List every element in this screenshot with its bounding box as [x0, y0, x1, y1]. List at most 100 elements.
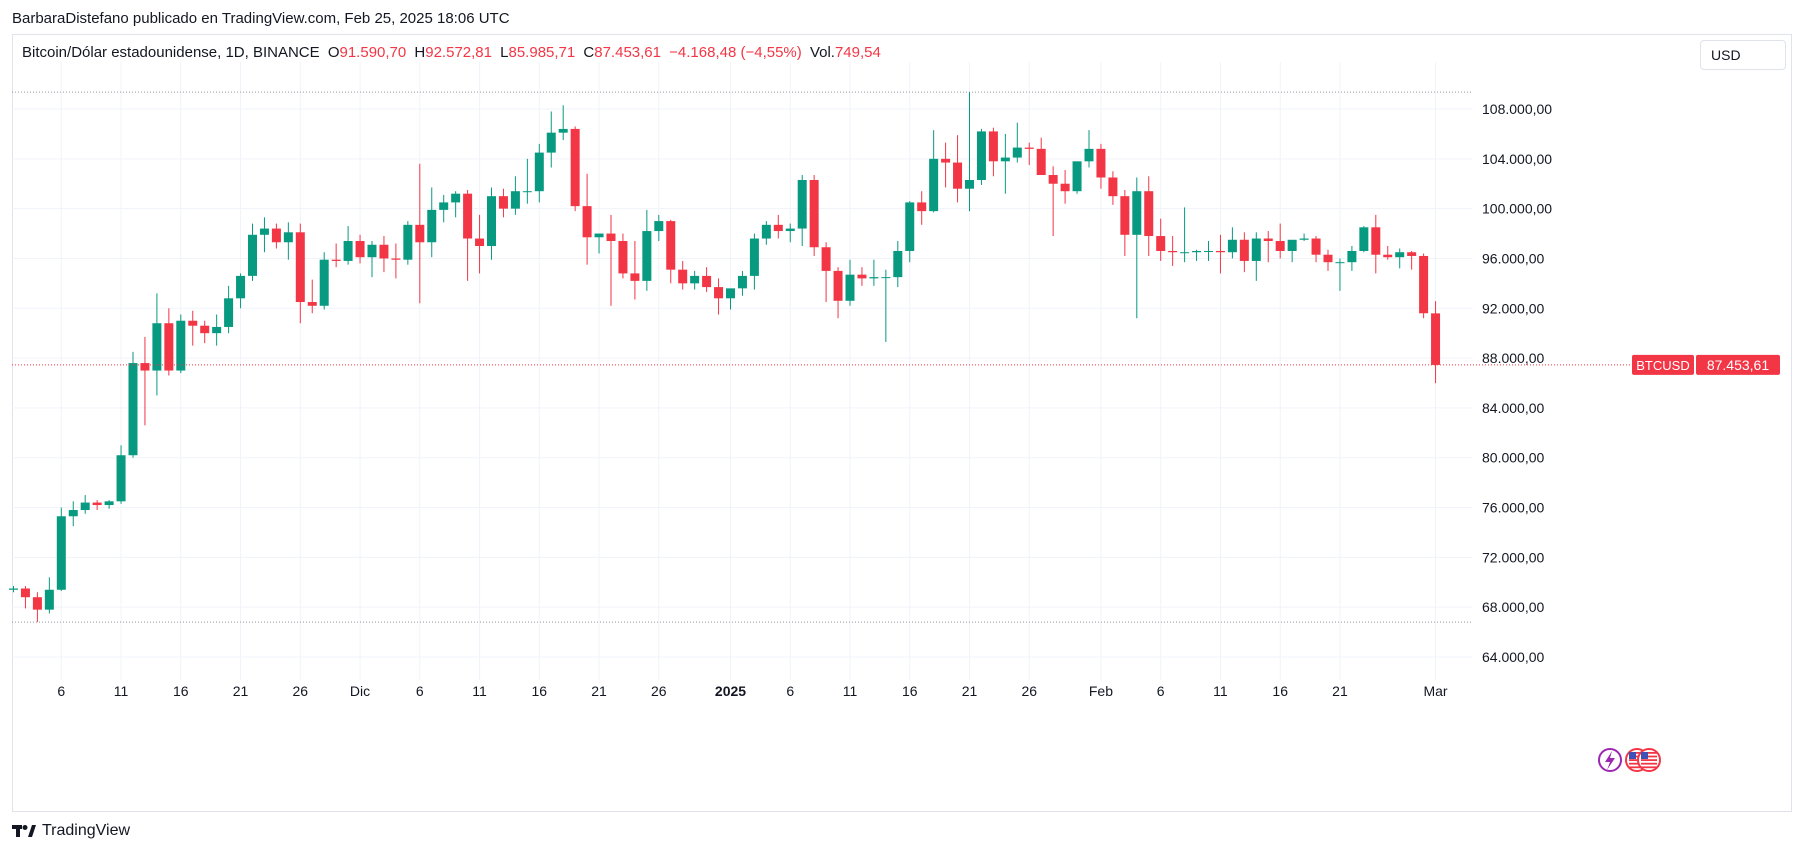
- candle[interactable]: [965, 92, 974, 212]
- candle[interactable]: [1084, 130, 1094, 168]
- candle[interactable]: [797, 175, 807, 246]
- candle[interactable]: [451, 191, 461, 218]
- candle[interactable]: [343, 226, 353, 265]
- candle[interactable]: [1431, 301, 1441, 384]
- candle[interactable]: [1335, 258, 1345, 291]
- candle[interactable]: [224, 285, 234, 334]
- candle[interactable]: [212, 314, 222, 346]
- symbol-title[interactable]: Bitcoin/Dólar estadounidense, 1D, BINANC…: [22, 44, 320, 61]
- candle[interactable]: [379, 236, 389, 273]
- candle[interactable]: [1311, 236, 1321, 263]
- candle[interactable]: [104, 500, 114, 509]
- candle[interactable]: [1024, 142, 1034, 166]
- candle[interactable]: [546, 111, 556, 168]
- candle[interactable]: [618, 233, 628, 279]
- candle[interactable]: [463, 189, 473, 281]
- candle[interactable]: [1275, 223, 1285, 259]
- candle[interactable]: [1395, 248, 1405, 269]
- candle[interactable]: [116, 445, 126, 504]
- candle[interactable]: [845, 259, 855, 306]
- candle[interactable]: [283, 222, 293, 260]
- candle[interactable]: [833, 267, 843, 319]
- candle[interactable]: [953, 135, 963, 203]
- candle[interactable]: [893, 241, 903, 288]
- candle[interactable]: [200, 320, 210, 344]
- us-flag-event-icon[interactable]: [1637, 748, 1661, 772]
- candle[interactable]: [976, 128, 986, 185]
- candle[interactable]: [929, 130, 939, 213]
- candle[interactable]: [259, 217, 269, 253]
- candle[interactable]: [403, 221, 413, 265]
- candle[interactable]: [773, 214, 783, 239]
- candle[interactable]: [9, 586, 18, 593]
- candle[interactable]: [881, 269, 891, 342]
- candle[interactable]: [522, 158, 532, 204]
- candle[interactable]: [319, 252, 329, 310]
- candle[interactable]: [1347, 246, 1357, 271]
- candle[interactable]: [702, 267, 712, 293]
- candle[interactable]: [1419, 253, 1429, 319]
- candle[interactable]: [140, 336, 150, 426]
- candle[interactable]: [570, 126, 580, 212]
- candle[interactable]: [367, 241, 377, 278]
- candle[interactable]: [1144, 176, 1154, 256]
- candle[interactable]: [749, 233, 759, 290]
- candle[interactable]: [1227, 227, 1237, 259]
- candle[interactable]: [415, 163, 425, 304]
- candle[interactable]: [68, 501, 78, 527]
- candle[interactable]: [1263, 231, 1273, 263]
- currency-button[interactable]: USD: [1700, 40, 1786, 70]
- candle[interactable]: [1407, 250, 1417, 270]
- candle[interactable]: [1287, 239, 1297, 263]
- candle[interactable]: [1215, 234, 1225, 274]
- candle[interactable]: [594, 233, 604, 254]
- candle[interactable]: [714, 278, 724, 315]
- candle[interactable]: [236, 273, 246, 309]
- candle[interactable]: [128, 351, 138, 458]
- candle[interactable]: [988, 127, 998, 177]
- candle[interactable]: [1036, 137, 1046, 176]
- candle[interactable]: [726, 288, 735, 310]
- candle[interactable]: [857, 267, 867, 286]
- candle[interactable]: [188, 310, 198, 346]
- candle[interactable]: [582, 173, 592, 265]
- candle[interactable]: [654, 214, 664, 242]
- candle[interactable]: [1012, 122, 1022, 163]
- candle[interactable]: [666, 219, 676, 284]
- candle[interactable]: [1132, 177, 1142, 319]
- candle[interactable]: [307, 279, 317, 314]
- candle[interactable]: [534, 143, 544, 203]
- candle[interactable]: [1120, 189, 1130, 256]
- candle[interactable]: [869, 259, 879, 286]
- candle[interactable]: [606, 214, 616, 306]
- candle[interactable]: [821, 242, 831, 303]
- candle[interactable]: [56, 507, 66, 591]
- candle[interactable]: [355, 234, 365, 264]
- candle[interactable]: [1323, 249, 1333, 271]
- candle[interactable]: [558, 105, 568, 141]
- candle[interactable]: [1156, 218, 1166, 261]
- candle[interactable]: [248, 223, 257, 281]
- candle[interactable]: [475, 214, 485, 274]
- candle[interactable]: [1383, 246, 1393, 260]
- candle[interactable]: [809, 175, 819, 256]
- candle[interactable]: [1108, 171, 1118, 205]
- candle[interactable]: [737, 270, 747, 296]
- candle[interactable]: [20, 586, 30, 609]
- candle[interactable]: [80, 495, 90, 514]
- candle[interactable]: [1251, 232, 1261, 281]
- candle[interactable]: [1299, 233, 1309, 242]
- candle[interactable]: [92, 500, 102, 511]
- candle[interactable]: [1000, 133, 1010, 194]
- candle[interactable]: [905, 201, 915, 263]
- candle[interactable]: [642, 209, 652, 291]
- candle[interactable]: [1168, 236, 1178, 266]
- candle[interactable]: [678, 260, 688, 290]
- candle[interactable]: [1192, 249, 1202, 261]
- candle[interactable]: [427, 187, 437, 258]
- candle[interactable]: [1096, 143, 1106, 189]
- lightning-event-icon[interactable]: [1598, 748, 1622, 772]
- candle[interactable]: [295, 223, 305, 324]
- candle[interactable]: [1180, 207, 1190, 263]
